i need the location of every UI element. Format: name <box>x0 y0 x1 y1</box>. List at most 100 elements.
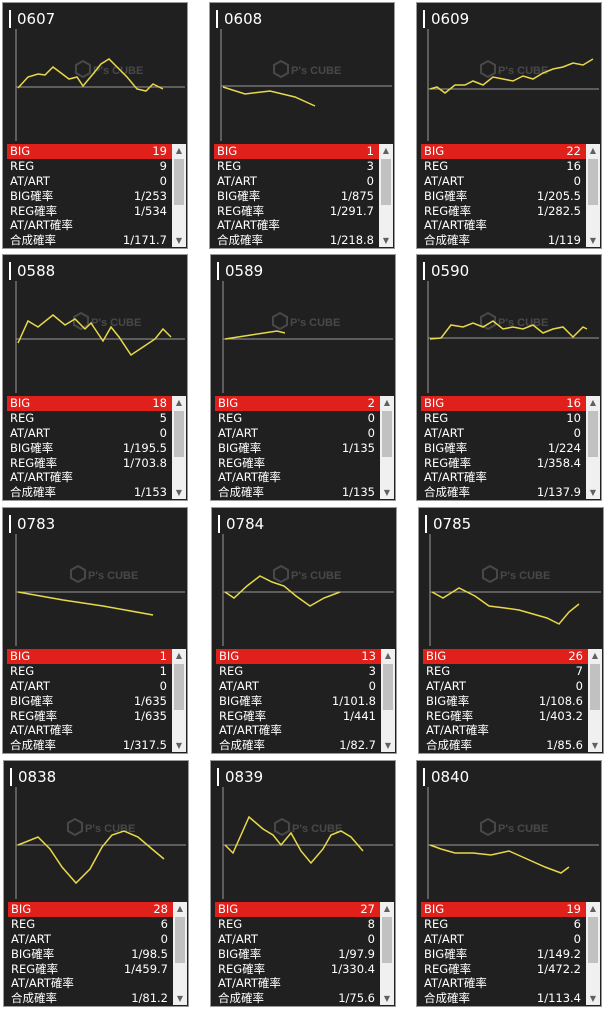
scroll-thumb[interactable] <box>383 664 393 710</box>
machine-card-0608[interactable]: 0608 P's CUBE BIG 1 REG 3 AT/ART 0 BIG確率 1/8… <box>209 2 395 249</box>
stat-row-reg-prob: REG確率 1/291.7 <box>217 203 374 218</box>
stats-scrollbar[interactable]: ▲ ▼ <box>588 649 602 752</box>
stat-row-big-prob: BIG確率 1/253 <box>10 188 167 203</box>
stats-scrollbar[interactable]: ▲ ▼ <box>586 396 600 499</box>
scroll-thumb[interactable] <box>174 411 184 457</box>
scroll-up-icon[interactable]: ▲ <box>589 904 597 913</box>
scroll-up-icon[interactable]: ▲ <box>589 398 597 407</box>
cube-icon <box>70 564 86 584</box>
machine-card-0609[interactable]: 0609 P's CUBE BIG 22 REG 16 AT/ART 0 BIG確率 1… <box>416 2 602 249</box>
scroll-thumb[interactable] <box>588 159 598 205</box>
payout-chart: P's CUBE <box>211 787 395 899</box>
scroll-thumb[interactable] <box>174 664 184 710</box>
scroll-up-icon[interactable]: ▲ <box>589 146 597 155</box>
stat-row-reg-prob: REG確率 1/282.5 <box>424 203 581 218</box>
stats-scrollbar[interactable]: ▲ ▼ <box>172 144 186 247</box>
stat-row-big: BIG 18 <box>7 396 172 411</box>
chart-line <box>224 575 341 607</box>
machine-card-0588[interactable]: 0588 P's CUBE BIG 18 REG 5 AT/ART 0 BIG確率 1/… <box>2 254 188 501</box>
stat-row-at-art-prob: AT/ART確率 <box>218 470 281 485</box>
stat-row-reg-prob: REG確率 1/635 <box>10 708 167 723</box>
stat-row-at-art-prob: AT/ART確率 <box>217 218 280 233</box>
machine-card-0784[interactable]: 0784 P's CUBE BIG 13 REG 3 AT/ART 0 BIG確率 1/… <box>211 507 397 754</box>
cube-icon <box>273 59 289 79</box>
stat-row-at-art: AT/ART 0 <box>218 931 375 946</box>
machine-card-0783[interactable]: 0783 P's CUBE BIG 1 REG 1 AT/ART 0 BIG確率 1/6… <box>2 507 188 754</box>
scroll-up-icon[interactable]: ▲ <box>175 398 183 407</box>
stats-scrollbar[interactable]: ▲ ▼ <box>172 396 186 499</box>
stats-scrollbar[interactable]: ▲ ▼ <box>379 144 393 247</box>
stats-list: BIG 28 REG 6 AT/ART 0 BIG確率 1/98.5 REG確率 1/45… <box>8 902 173 1006</box>
scroll-up-icon[interactable]: ▲ <box>591 651 599 660</box>
scroll-down-icon[interactable]: ▼ <box>175 236 183 245</box>
scroll-up-icon[interactable]: ▲ <box>383 904 391 913</box>
scroll-down-icon[interactable]: ▼ <box>384 741 392 750</box>
stats-scrollbar[interactable]: ▲ ▼ <box>173 902 187 1005</box>
stat-row-reg-prob: REG確率 <box>218 455 266 470</box>
scroll-down-icon[interactable]: ▼ <box>175 488 183 497</box>
machine-card-0607[interactable]: 0607 P's CUBE BIG 19 REG 9 AT/ART 0 BIG確率 1/… <box>2 2 188 249</box>
scroll-down-icon[interactable]: ▼ <box>176 994 184 1003</box>
stats-list: BIG 19 REG 9 AT/ART 0 BIG確率 1/253 REG確率 1/534… <box>7 144 172 248</box>
stats-scrollbar[interactable]: ▲ ▼ <box>381 649 395 752</box>
cube-icon <box>480 59 496 79</box>
scroll-down-icon[interactable]: ▼ <box>175 741 183 750</box>
scroll-up-icon[interactable]: ▲ <box>382 146 390 155</box>
stat-row-combined-prob: 合成確率 1/218.8 <box>217 233 374 248</box>
scroll-down-icon[interactable]: ▼ <box>589 488 597 497</box>
machine-card-0785[interactable]: 0785 P's CUBE BIG 26 REG 7 AT/ART 0 BIG確率 1/… <box>418 507 604 754</box>
stats-scrollbar[interactable]: ▲ ▼ <box>380 396 394 499</box>
machine-card-0838[interactable]: 0838 P's CUBE BIG 28 REG 6 AT/ART 0 BIG確率 1/… <box>3 760 189 1007</box>
scroll-down-icon[interactable]: ▼ <box>591 741 599 750</box>
scroll-thumb[interactable] <box>175 917 185 963</box>
scroll-thumb[interactable] <box>381 159 391 205</box>
stats-scrollbar[interactable]: ▲ ▼ <box>380 902 394 1005</box>
payout-chart: P's CUBE <box>3 534 187 646</box>
stat-row-reg: REG 8 <box>218 917 375 932</box>
scroll-down-icon[interactable]: ▼ <box>383 994 391 1003</box>
stat-row-big-prob: BIG確率 1/98.5 <box>11 946 168 961</box>
scroll-thumb[interactable] <box>382 917 392 963</box>
scroll-thumb[interactable] <box>588 411 598 457</box>
stat-row-combined-prob: 合成確率 1/153 <box>10 485 167 500</box>
stat-row-at-art-prob: AT/ART確率 <box>424 470 487 485</box>
machine-card-0840[interactable]: 0840 P's CUBE BIG 19 REG 6 AT/ART 0 BIG確率 1/… <box>416 760 602 1007</box>
stat-row-big-prob: BIG確率 1/101.8 <box>219 693 376 708</box>
scroll-down-icon[interactable]: ▼ <box>589 236 597 245</box>
payout-chart: P's CUBE <box>419 534 603 646</box>
stats-scrollbar[interactable]: ▲ ▼ <box>586 144 600 247</box>
payout-chart: P's CUBE <box>212 534 396 646</box>
scroll-thumb[interactable] <box>590 664 600 710</box>
stat-row-reg: REG 16 <box>424 159 581 174</box>
svg-text:P's CUBE: P's CUBE <box>500 570 550 582</box>
scroll-thumb[interactable] <box>382 411 392 457</box>
stat-row-combined-prob: 合成確率 1/119 <box>424 233 581 248</box>
scroll-up-icon[interactable]: ▲ <box>383 398 391 407</box>
scroll-up-icon[interactable]: ▲ <box>175 651 183 660</box>
stat-row-at-art: AT/ART 0 <box>424 931 581 946</box>
stats-list: BIG 13 REG 3 AT/ART 0 BIG確率 1/101.8 REG確率 1/4… <box>216 649 381 753</box>
scroll-up-icon[interactable]: ▲ <box>175 146 183 155</box>
stats-scrollbar[interactable]: ▲ ▼ <box>586 902 600 1005</box>
chart-line <box>429 844 570 874</box>
scroll-down-icon[interactable]: ▼ <box>382 236 390 245</box>
stat-row-reg: REG 10 <box>424 411 581 426</box>
stat-row-big: BIG 1 <box>214 144 379 159</box>
stat-row-big-prob: BIG確率 1/149.2 <box>424 946 581 961</box>
scroll-up-icon[interactable]: ▲ <box>176 904 184 913</box>
watermark-logo: P's CUBE <box>480 311 548 331</box>
scroll-down-icon[interactable]: ▼ <box>383 488 391 497</box>
scroll-thumb[interactable] <box>174 159 184 205</box>
scroll-up-icon[interactable]: ▲ <box>384 651 392 660</box>
watermark-logo: P's CUBE <box>273 59 341 79</box>
scroll-thumb[interactable] <box>588 917 598 963</box>
machine-card-0839[interactable]: 0839 P's CUBE BIG 27 REG 8 AT/ART 0 BIG確率 1/… <box>210 760 396 1007</box>
chart-line <box>224 815 364 865</box>
stat-row-reg: REG 6 <box>11 917 168 932</box>
machine-card-0589[interactable]: 0589 P's CUBE BIG 2 REG 0 AT/ART 0 BIG確率 1/1… <box>210 254 396 501</box>
chart-line <box>429 320 588 340</box>
scroll-down-icon[interactable]: ▼ <box>589 994 597 1003</box>
machine-card-0590[interactable]: 0590 P's CUBE BIG 16 REG 10 AT/ART 0 BIG確率 1… <box>416 254 602 501</box>
stats-scrollbar[interactable]: ▲ ▼ <box>172 649 186 752</box>
watermark-logo: P's CUBE <box>272 311 340 331</box>
